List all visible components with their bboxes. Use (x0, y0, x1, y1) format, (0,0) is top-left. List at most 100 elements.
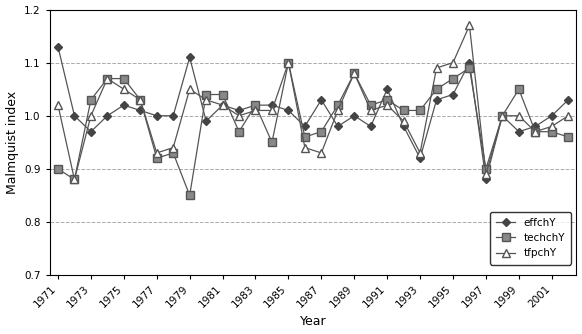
tfpchY (532, 130, 539, 134)
effchY (252, 103, 259, 107)
effchY (367, 124, 374, 128)
tfpchY (548, 124, 555, 128)
Legend: effchY, techchY, tfpchY: effchY, techchY, tfpchY (490, 212, 572, 265)
effchY (137, 109, 144, 113)
tfpchY (449, 61, 456, 65)
tfpchY (400, 119, 407, 123)
tfpchY (351, 71, 358, 75)
tfpchY (71, 177, 78, 181)
techchY (318, 130, 325, 134)
tfpchY (137, 98, 144, 102)
effchY (548, 114, 555, 118)
tfpchY (236, 114, 243, 118)
tfpchY (170, 146, 177, 150)
Line: tfpchY: tfpchY (54, 21, 572, 184)
techchY (219, 93, 226, 97)
tfpchY (384, 103, 391, 107)
tfpchY (301, 146, 308, 150)
effchY (400, 124, 407, 128)
tfpchY (55, 103, 62, 107)
techchY (449, 76, 456, 80)
effchY (384, 87, 391, 91)
techchY (515, 87, 522, 91)
tfpchY (203, 98, 210, 102)
effchY (449, 93, 456, 97)
techchY (417, 109, 424, 113)
tfpchY (153, 151, 160, 155)
effchY (285, 109, 292, 113)
techchY (252, 103, 259, 107)
techchY (548, 130, 555, 134)
effchY (466, 61, 473, 65)
techchY (104, 76, 111, 80)
techchY (87, 98, 94, 102)
tfpchY (120, 87, 127, 91)
techchY (285, 61, 292, 65)
effchY (433, 98, 440, 102)
Line: effchY: effchY (55, 44, 571, 182)
effchY (104, 114, 111, 118)
tfpchY (334, 109, 341, 113)
tfpchY (482, 172, 489, 176)
effchY (482, 177, 489, 181)
effchY (351, 114, 358, 118)
effchY (499, 114, 506, 118)
effchY (236, 109, 243, 113)
tfpchY (186, 87, 193, 91)
techchY (334, 103, 341, 107)
techchY (203, 93, 210, 97)
effchY (120, 103, 127, 107)
techchY (268, 140, 275, 144)
X-axis label: Year: Year (300, 315, 327, 328)
tfpchY (104, 76, 111, 80)
techchY (186, 193, 193, 197)
techchY (301, 135, 308, 139)
effchY (532, 124, 539, 128)
Line: techchY: techchY (54, 58, 572, 200)
tfpchY (252, 109, 259, 113)
tfpchY (433, 66, 440, 70)
techchY (137, 98, 144, 102)
effchY (417, 156, 424, 160)
effchY (55, 45, 62, 49)
effchY (219, 103, 226, 107)
effchY (565, 98, 572, 102)
techchY (565, 135, 572, 139)
techchY (236, 130, 243, 134)
techchY (499, 114, 506, 118)
effchY (170, 114, 177, 118)
tfpchY (466, 23, 473, 27)
effchY (203, 119, 210, 123)
techchY (120, 76, 127, 80)
techchY (170, 151, 177, 155)
techchY (532, 130, 539, 134)
techchY (71, 177, 78, 181)
tfpchY (285, 61, 292, 65)
effchY (87, 130, 94, 134)
tfpchY (367, 109, 374, 113)
tfpchY (219, 103, 226, 107)
effchY (318, 98, 325, 102)
tfpchY (565, 114, 572, 118)
effchY (71, 114, 78, 118)
techchY (433, 87, 440, 91)
effchY (515, 130, 522, 134)
techchY (351, 71, 358, 75)
tfpchY (499, 114, 506, 118)
techchY (400, 109, 407, 113)
techchY (482, 167, 489, 171)
tfpchY (417, 151, 424, 155)
tfpchY (87, 114, 94, 118)
techchY (153, 156, 160, 160)
Y-axis label: Malmquist index: Malmquist index (6, 91, 19, 194)
techchY (55, 167, 62, 171)
techchY (367, 103, 374, 107)
tfpchY (318, 151, 325, 155)
effchY (334, 124, 341, 128)
techchY (466, 66, 473, 70)
effchY (301, 124, 308, 128)
techchY (384, 98, 391, 102)
effchY (153, 114, 160, 118)
tfpchY (268, 109, 275, 113)
effchY (186, 55, 193, 59)
